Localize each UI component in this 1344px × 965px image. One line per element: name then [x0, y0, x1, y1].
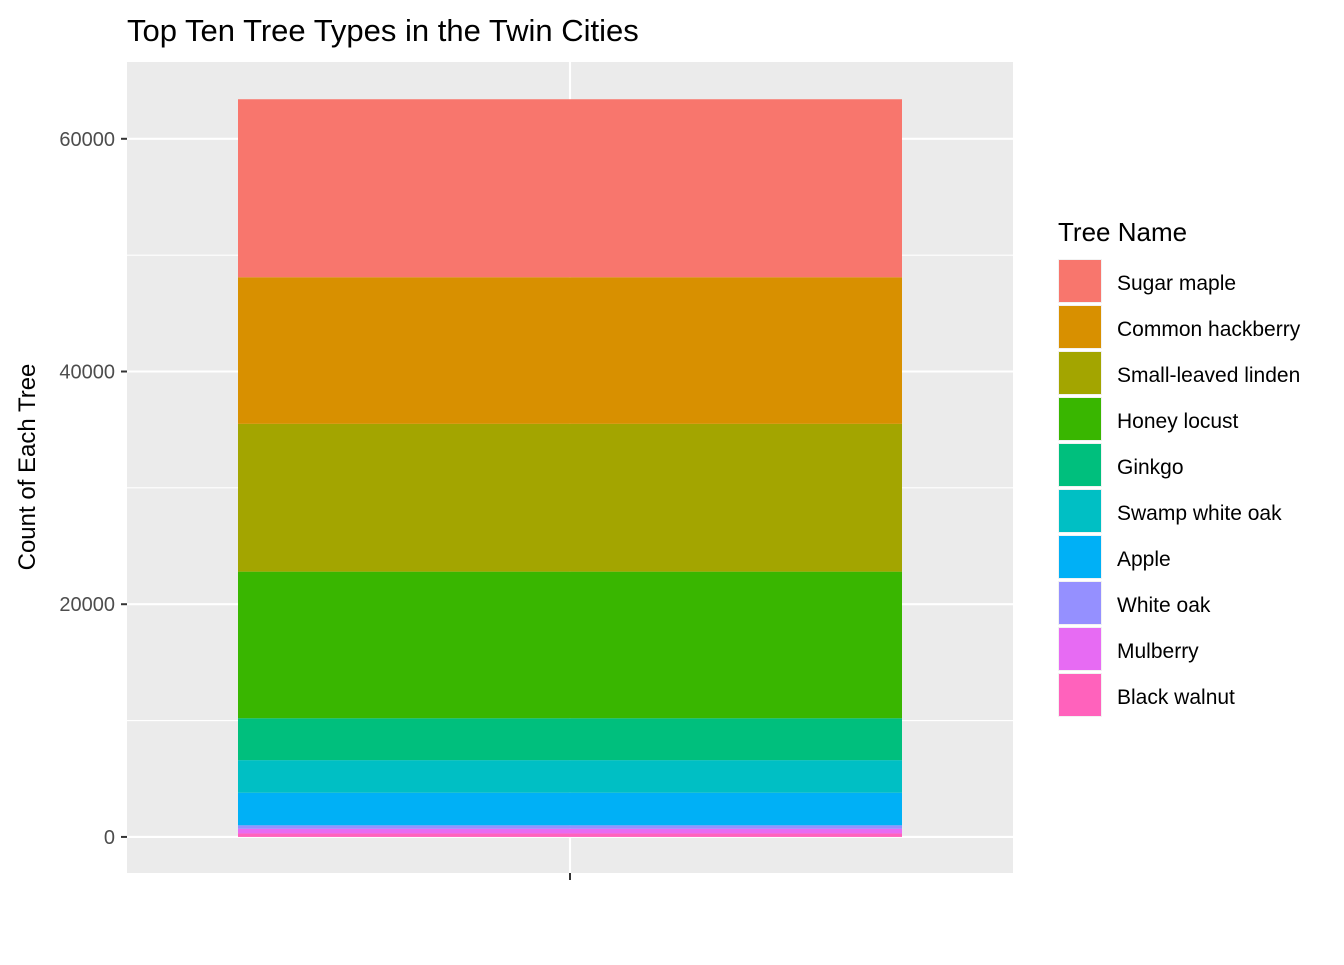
bar-segment: [238, 792, 902, 826]
legend-label: Black walnut: [1117, 686, 1235, 709]
legend-key-swatch: [1059, 536, 1101, 578]
y-axis-label: Count of Each Tree: [14, 364, 41, 571]
legend-label: Honey locust: [1117, 410, 1239, 433]
legend-key-swatch: [1059, 260, 1101, 302]
bar-segment: [238, 760, 902, 793]
y-tick-label: 0: [104, 827, 115, 849]
legend-label: White oak: [1117, 594, 1211, 617]
bar-segment: [238, 277, 902, 424]
bar-segment: [238, 571, 902, 719]
legend-label: Common hackberry: [1117, 318, 1301, 341]
bar-segment: [238, 718, 902, 761]
legend-key-swatch: [1059, 674, 1101, 716]
legend-title: Tree Name: [1058, 217, 1187, 247]
chart-title: Top Ten Tree Types in the Twin Cities: [127, 13, 639, 48]
legend-label: Sugar maple: [1117, 272, 1236, 295]
y-tick-label: 40000: [59, 362, 115, 384]
legend-label: Mulberry: [1117, 640, 1199, 663]
legend: Tree Name Sugar maple Common hackberry Sma…: [1058, 217, 1301, 717]
y-axis: 0 20000 40000 60000: [59, 129, 127, 849]
legend-key-swatch: [1059, 490, 1101, 532]
y-tick-label: 60000: [59, 129, 115, 151]
legend-label: Swamp white oak: [1117, 502, 1282, 525]
bar-segment: [238, 833, 902, 837]
legend-label: Ginkgo: [1117, 456, 1184, 479]
legend-label: Small-leaved linden: [1117, 364, 1300, 387]
bar-segment: [238, 423, 902, 572]
bar-segment: [238, 825, 902, 829]
legend-key-swatch: [1059, 306, 1101, 348]
legend-key-swatch: [1059, 398, 1101, 440]
legend-key-swatch: [1059, 444, 1101, 486]
legend-key-swatch: [1059, 628, 1101, 670]
bar-segments: [238, 99, 902, 837]
bar-segment: [238, 99, 902, 278]
legend-key-swatch: [1059, 582, 1101, 624]
legend-key-swatch: [1059, 352, 1101, 394]
bar-segment: [238, 828, 902, 834]
y-tick-label: 20000: [59, 594, 115, 616]
legend-label: Apple: [1117, 548, 1171, 571]
